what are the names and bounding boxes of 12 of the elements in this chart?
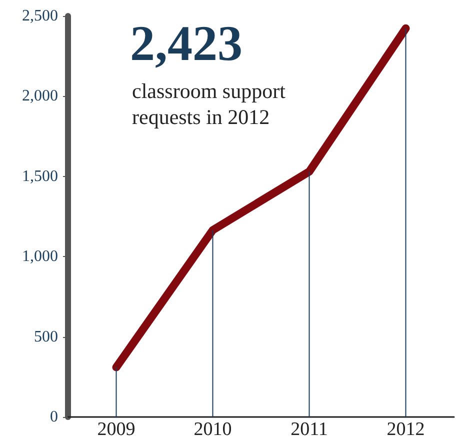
annotation: classroom support requests in 2012	[132, 79, 291, 129]
x-tick-label: 2009	[97, 419, 136, 439]
annotation: 2,423	[130, 15, 242, 71]
y-tick-label: 0	[50, 408, 58, 426]
y-tick-label: 2,500	[22, 8, 58, 24]
x-tick-label: 2010	[194, 419, 232, 439]
y-tick-label: 1,000	[22, 248, 58, 266]
y-tick-label: 2,000	[22, 88, 58, 105]
x-tick-label: 2012	[386, 419, 425, 439]
y-tick-label: 1,500	[22, 168, 58, 185]
x-tick-label: 2011	[290, 419, 328, 439]
y-tick-label: 500	[34, 328, 58, 346]
